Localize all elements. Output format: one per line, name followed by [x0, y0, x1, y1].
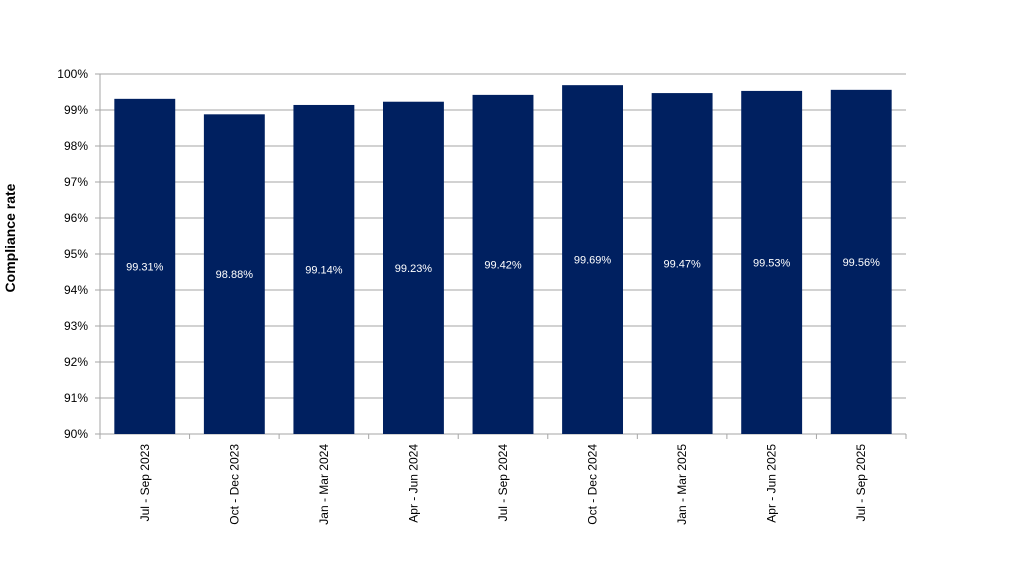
x-tick-label: Oct - Dec 2023: [227, 444, 241, 525]
y-tick-label: 90%: [64, 427, 88, 441]
data-label: 99.14%: [305, 264, 343, 276]
y-tick-label: 96%: [64, 211, 88, 225]
data-label: 99.69%: [574, 255, 612, 267]
y-tick-label: 99%: [64, 103, 88, 117]
bar: [562, 85, 624, 434]
y-tick-label: 98%: [64, 139, 88, 153]
bar: [472, 94, 534, 434]
x-tick-label: Jan - Mar 2024: [317, 444, 331, 525]
data-label: 99.53%: [753, 257, 791, 269]
y-tick-label: 91%: [64, 391, 88, 405]
y-axis-label: Compliance rate: [2, 183, 18, 293]
y-tick-label: 97%: [64, 175, 88, 189]
x-tick-label: Oct - Dec 2024: [586, 444, 600, 525]
bar: [382, 101, 444, 434]
y-tick-label: 93%: [64, 319, 88, 333]
bar: [293, 104, 355, 435]
bar: [114, 98, 176, 434]
y-tick-label: 95%: [64, 247, 88, 261]
bar: [203, 114, 265, 434]
data-label: 99.31%: [126, 261, 164, 273]
bar: [830, 89, 892, 434]
data-label: 99.47%: [663, 259, 701, 271]
y-tick-label: 92%: [64, 355, 88, 369]
data-label: 99.56%: [843, 257, 881, 269]
x-tick-label: Jul - Sep 2025: [854, 444, 868, 522]
data-label: 98.88%: [216, 269, 254, 281]
data-label: 99.42%: [484, 259, 522, 271]
bar: [651, 93, 713, 434]
x-tick-label: Jul - Sep 2023: [138, 444, 152, 522]
y-tick-label: 100%: [57, 67, 88, 81]
x-tick-label: Apr - Jun 2025: [765, 444, 779, 523]
bar: [741, 90, 803, 435]
x-tick-label: Jul - Sep 2024: [496, 444, 510, 522]
x-tick-label: Jan - Mar 2025: [675, 444, 689, 525]
data-label: 99.23%: [395, 263, 433, 275]
y-tick-label: 94%: [64, 283, 88, 297]
x-tick-label: Apr - Jun 2024: [406, 444, 420, 523]
